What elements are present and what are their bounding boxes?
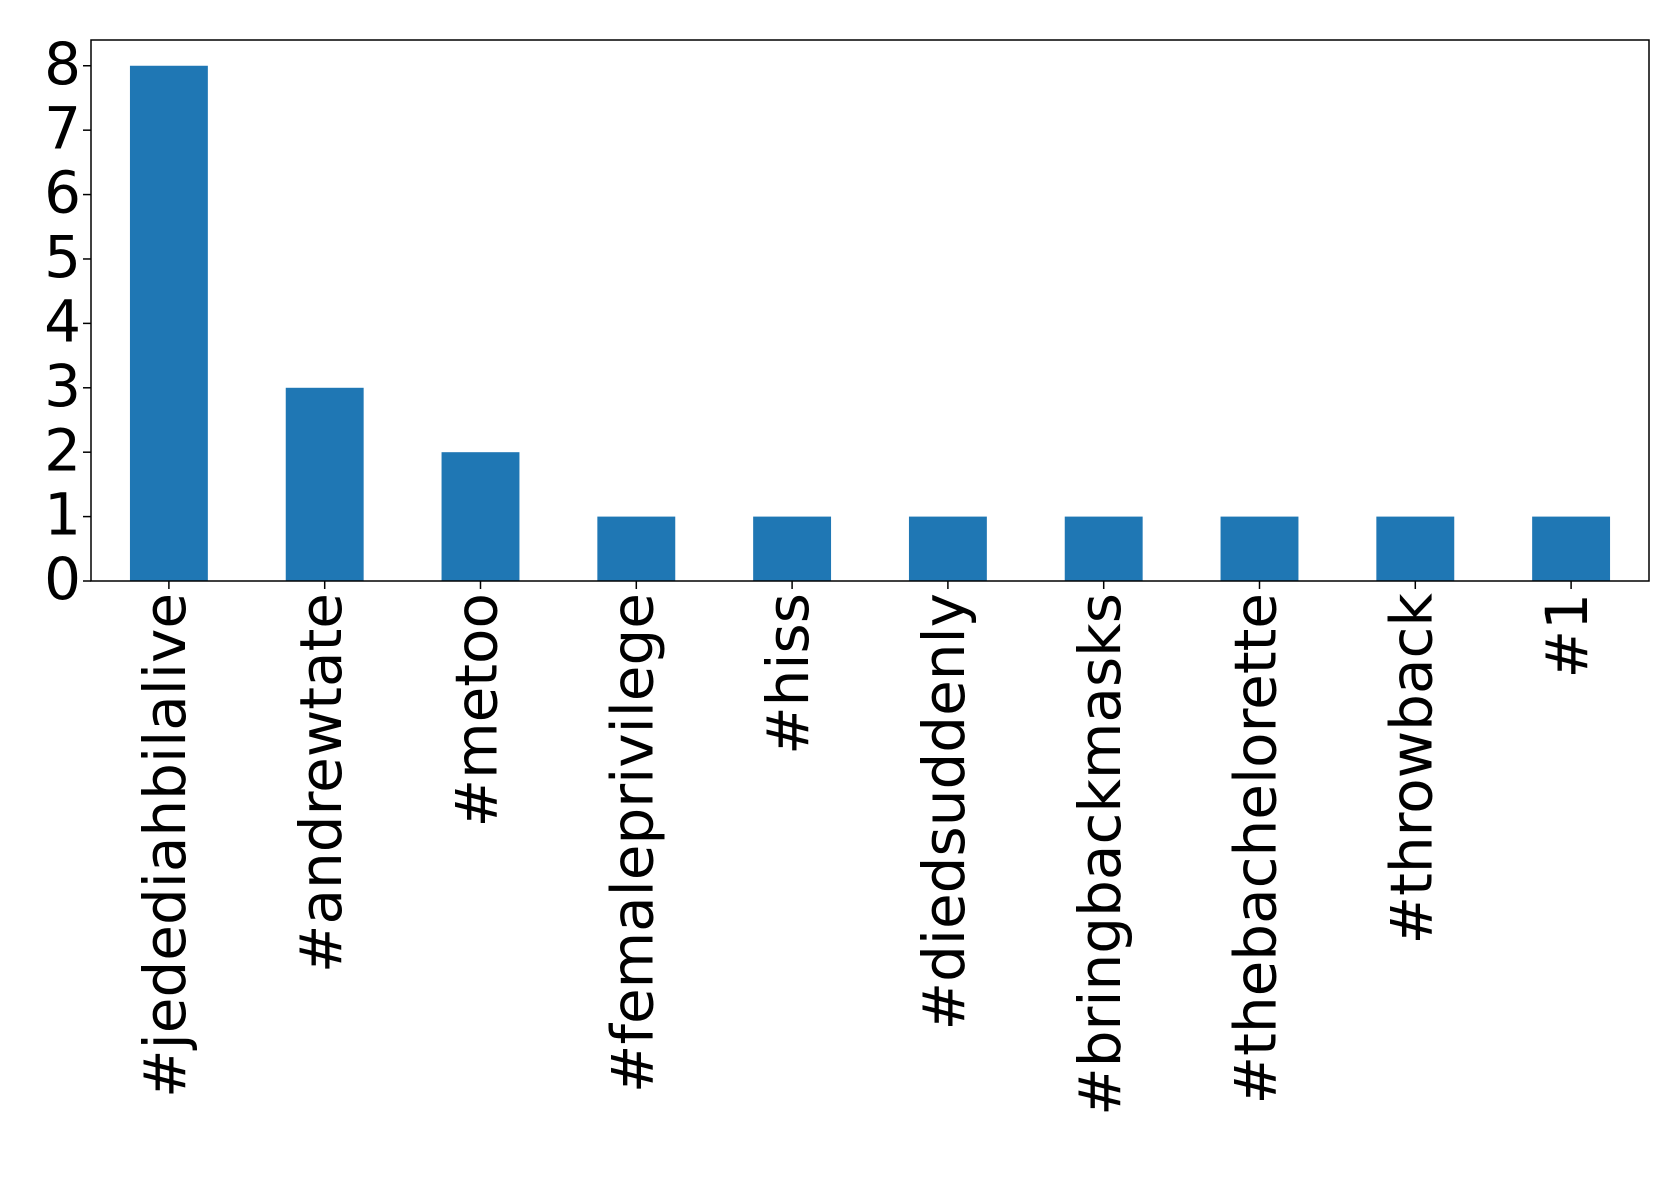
y-tick-label: 7 xyxy=(44,94,81,162)
x-tick-label: #metoo xyxy=(443,593,511,828)
x-tick-label: #diedsuddenly xyxy=(910,593,978,1031)
plot-frame xyxy=(90,39,1650,582)
bar xyxy=(597,516,676,581)
y-tick-label: 4 xyxy=(44,287,81,355)
x-tick-label: #1 xyxy=(1533,593,1601,679)
y-tick-label: 5 xyxy=(44,223,81,291)
bar xyxy=(129,65,208,581)
x-tick-label: #andrewtate xyxy=(287,593,355,973)
y-tick-label: 8 xyxy=(44,30,81,98)
y-tick-label: 2 xyxy=(44,416,81,484)
y-tick-label: 1 xyxy=(44,481,81,549)
x-tick-label: #bringbackmasks xyxy=(1066,593,1134,1116)
y-tick-label: 0 xyxy=(44,545,81,613)
y-tick-label: 6 xyxy=(44,159,81,227)
bar xyxy=(908,516,987,581)
bar xyxy=(285,387,364,581)
x-tick-label: #femaleprivilege xyxy=(598,593,666,1093)
y-tick-label: 3 xyxy=(44,352,81,420)
bar xyxy=(1376,516,1455,581)
bar xyxy=(753,516,832,581)
bar xyxy=(1064,516,1143,581)
x-tick-label: #hiss xyxy=(754,593,822,755)
x-tick-label: #jedediahbilalive xyxy=(131,593,199,1098)
bar xyxy=(441,452,520,581)
x-tick-label: #throwback xyxy=(1377,593,1445,945)
bar xyxy=(1532,516,1611,581)
x-tick-label: #thebachelorette xyxy=(1222,593,1290,1105)
bar xyxy=(1220,516,1299,581)
